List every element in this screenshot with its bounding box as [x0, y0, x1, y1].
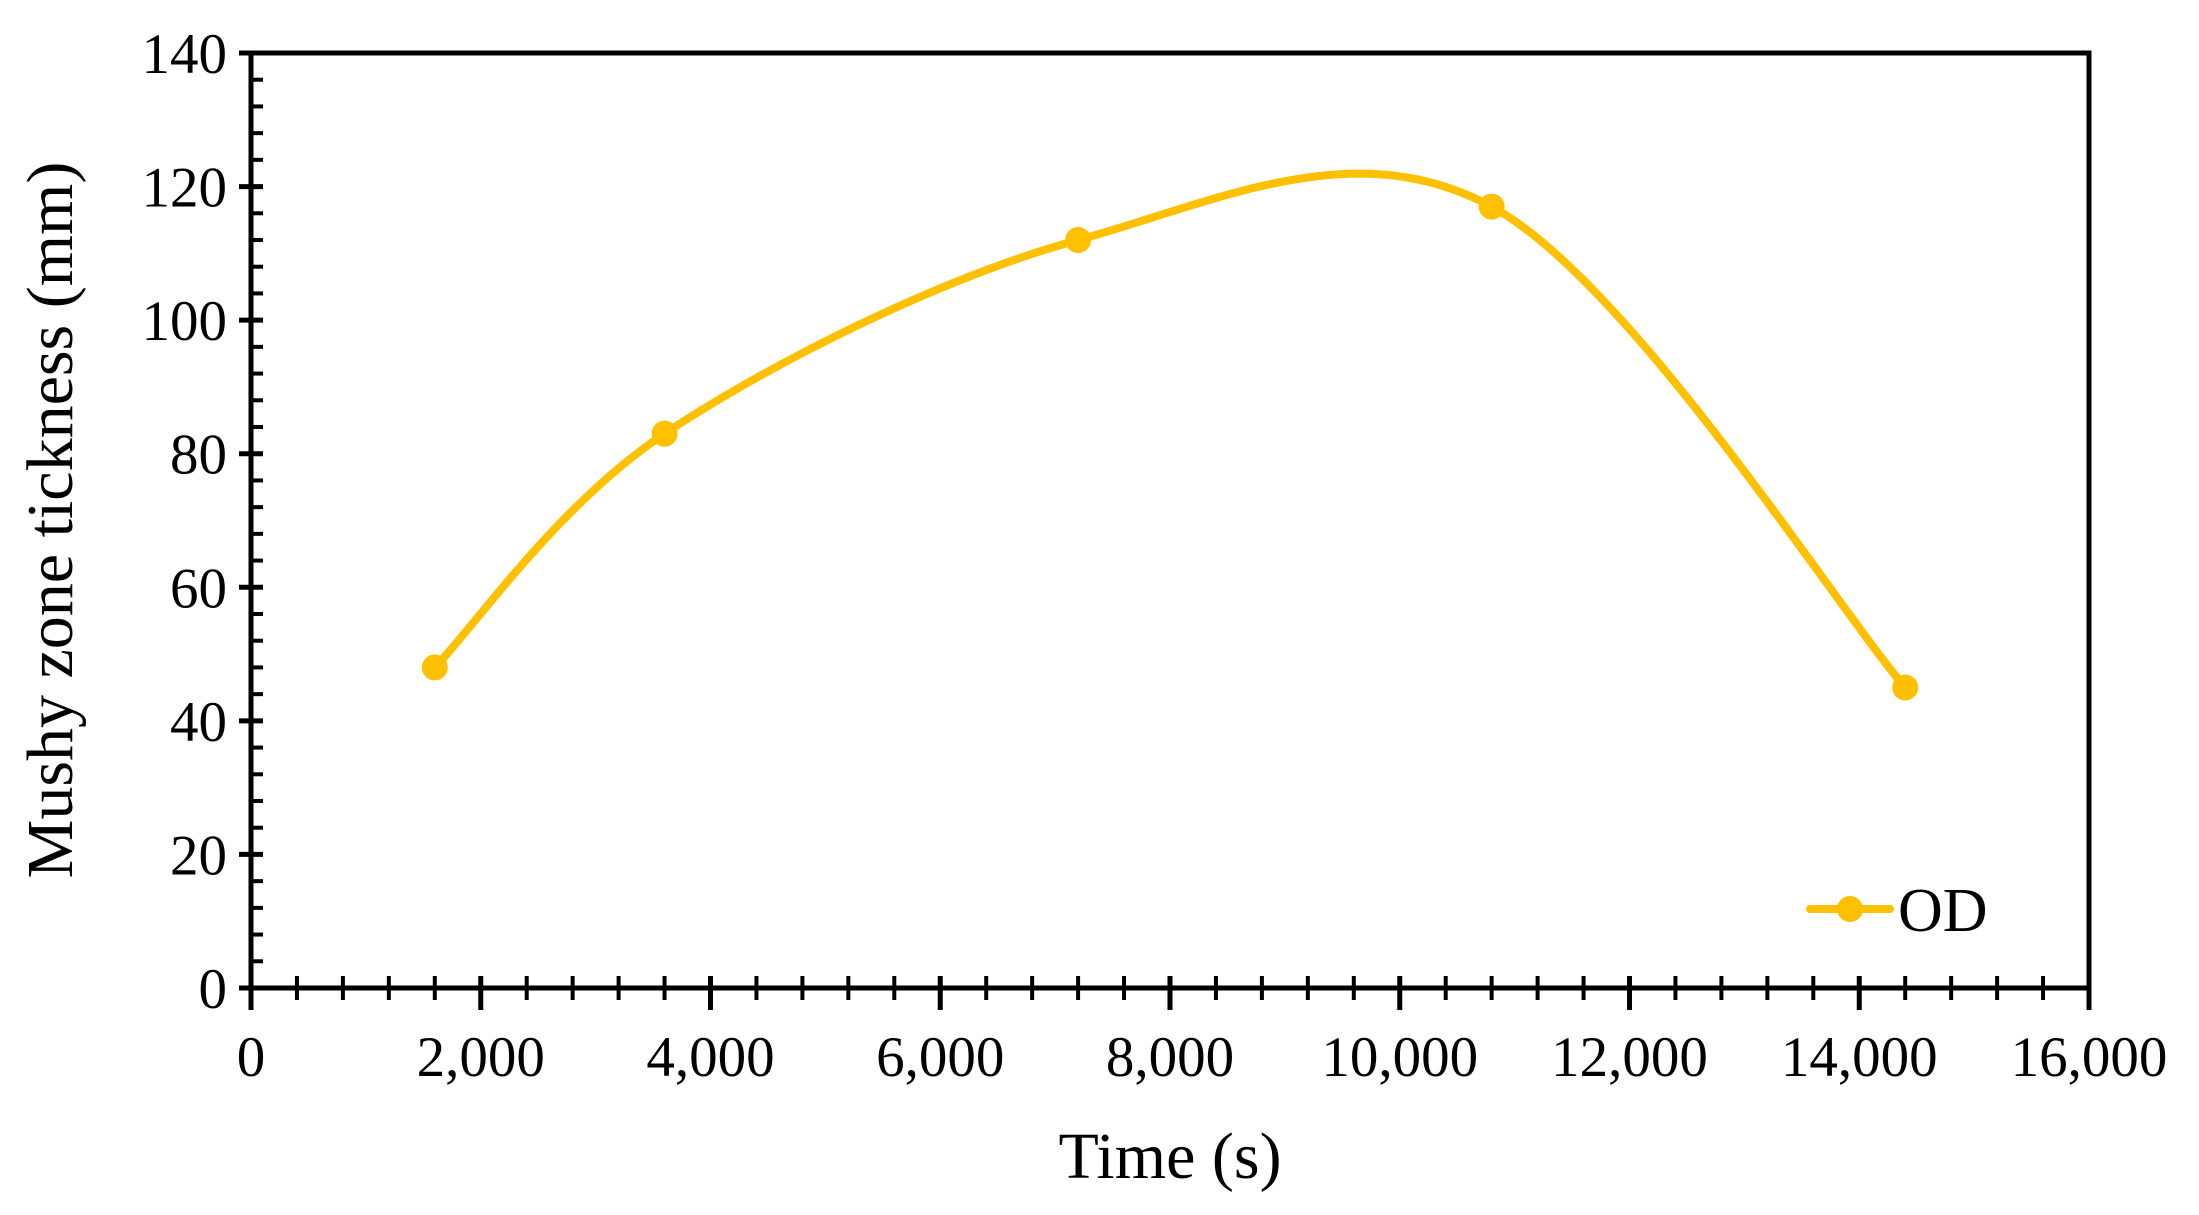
data-point	[651, 420, 678, 447]
plot-frame	[248, 50, 2092, 991]
y-tick-label: 120	[142, 157, 228, 220]
x-tick-label: 8,000	[1106, 1026, 1234, 1089]
x-tick-label: 0	[237, 1026, 266, 1089]
y-tick-labels: 0 20 40 60 80 100 120 140	[142, 23, 228, 1021]
x-major-ticks	[248, 976, 2092, 1010]
y-axis-title: Mushy zone tickness (mm)	[14, 162, 87, 879]
y-tick-label: 20	[170, 824, 227, 887]
y-tick-label: 40	[170, 691, 227, 754]
legend-swatch-marker	[1837, 896, 1863, 922]
x-tick-label: 12,000	[1551, 1026, 1708, 1089]
x-tick-label: 14,000	[1781, 1026, 1938, 1089]
x-axis-title: Time (s)	[1058, 1120, 1281, 1193]
series-layer	[421, 169, 1919, 701]
x-tick-labels: 0 2,000 4,000 6,000 8,000 10,000 12,000 14,000 1…	[237, 1026, 2168, 1089]
x-tick-label: 16,000	[2011, 1026, 2168, 1089]
legend-label-od: OD	[1898, 877, 1988, 945]
y-tick-label: 60	[170, 557, 227, 620]
y-minor-ticks	[251, 77, 263, 964]
series-line-od	[430, 169, 1910, 692]
y-tick-label: 100	[142, 290, 228, 353]
y-tick-label: 0	[199, 958, 228, 1021]
data-point	[1478, 193, 1505, 220]
data-point	[1892, 674, 1919, 701]
x-tick-label: 2,000	[417, 1026, 545, 1089]
y-tick-label: 140	[142, 23, 228, 86]
data-point	[1065, 227, 1092, 253]
legend: OD	[1806, 877, 1988, 945]
x-tick-label: 10,000	[1321, 1026, 1478, 1089]
x-minor-ticks	[294, 976, 2046, 1000]
x-tick-label: 4,000	[646, 1026, 774, 1089]
plot-area: 0 20 40 60 80 100 120 140 0 2,000 4,000 6,000 8,000…	[142, 23, 2168, 1089]
data-point	[421, 654, 448, 681]
y-tick-label: 80	[170, 424, 227, 487]
x-tick-label: 6,000	[876, 1026, 1004, 1089]
